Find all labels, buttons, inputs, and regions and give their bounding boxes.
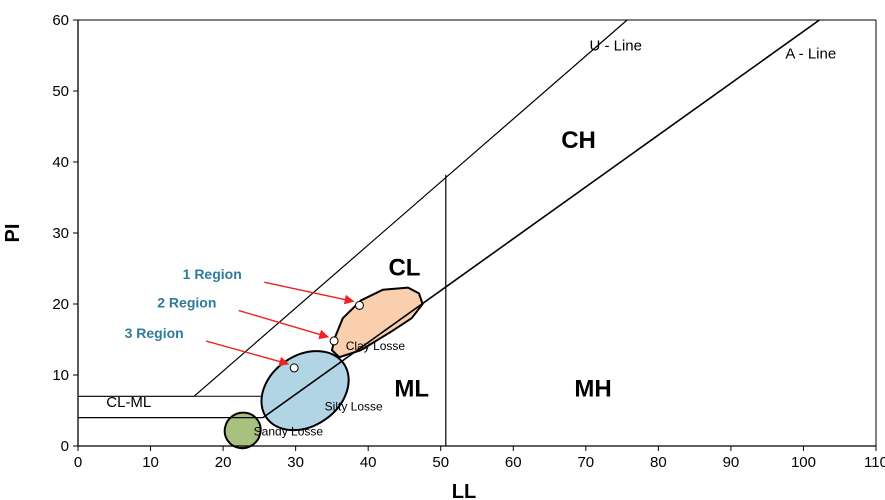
classification-lines — [78, 19, 820, 446]
y-tick-label: 10 — [52, 367, 69, 384]
axis-ticks: 0 10 20 30 40 50 60 70 80 90 100 110 0 10 20 30 40 50 60 — [52, 12, 885, 471]
a-line — [262, 19, 820, 419]
x-tick-label: 10 — [142, 454, 159, 471]
u-line-label: U - Line — [589, 38, 642, 55]
y-axis-title: PI — [2, 224, 24, 243]
soil-regions — [223, 286, 424, 450]
x-tick-label: 40 — [360, 454, 377, 471]
y-tick-label: 20 — [52, 296, 69, 313]
zone-label-mh: MH — [574, 375, 611, 402]
u-line — [193, 19, 628, 397]
region-arrow — [205, 340, 290, 367]
y-tick-label: 50 — [52, 83, 69, 100]
chart-labels: CH CL ML MH CL-ML U - Line A - Line Clay Losse S… — [106, 38, 836, 439]
zone-label-cl: CL — [388, 255, 420, 282]
region-arrow — [238, 309, 330, 340]
y-tick-label: 60 — [52, 12, 69, 29]
y-tick-label: 0 — [61, 438, 69, 455]
region-annotations: 1 Region 2 Region 3 Region — [125, 266, 364, 373]
x-axis-title: LL — [452, 481, 476, 500]
x-tick-label: 90 — [723, 454, 740, 471]
x-tick-label: 0 — [74, 454, 82, 471]
zone-label-ch: CH — [561, 127, 596, 154]
x-tick-label: 30 — [287, 454, 304, 471]
x-tick-label: 110 — [864, 454, 885, 471]
region-point — [354, 300, 364, 310]
y-tick-label: 40 — [52, 154, 69, 171]
a-line-label: A - Line — [785, 45, 836, 62]
x-tick-label: 60 — [505, 454, 522, 471]
region-arrow — [264, 281, 355, 305]
region-annotation-label: 2 Region — [157, 295, 216, 311]
plot-frame — [77, 19, 877, 447]
sandy-losse-label: Sandy Losse — [254, 424, 324, 438]
sandy-losse-region — [223, 411, 262, 450]
zone-label-ml: ML — [394, 375, 429, 402]
y-tick-label: 30 — [52, 225, 69, 242]
x-tick-label: 70 — [577, 454, 594, 471]
region-point — [329, 336, 339, 346]
region-annotation-label: 1 Region — [183, 266, 242, 282]
x-tick-label: 50 — [432, 454, 449, 471]
x-tick-label: 80 — [650, 454, 667, 471]
zone-label-cl-ml: CL-ML — [106, 394, 151, 411]
clay-losse-label: Clay Losse — [346, 339, 406, 353]
region-point — [289, 363, 299, 373]
region-annotation-label: 3 Region — [125, 325, 184, 341]
silty-losse-label: Silty Losse — [325, 400, 383, 414]
x-tick-label: 100 — [791, 454, 816, 471]
x-tick-label: 20 — [215, 454, 232, 471]
